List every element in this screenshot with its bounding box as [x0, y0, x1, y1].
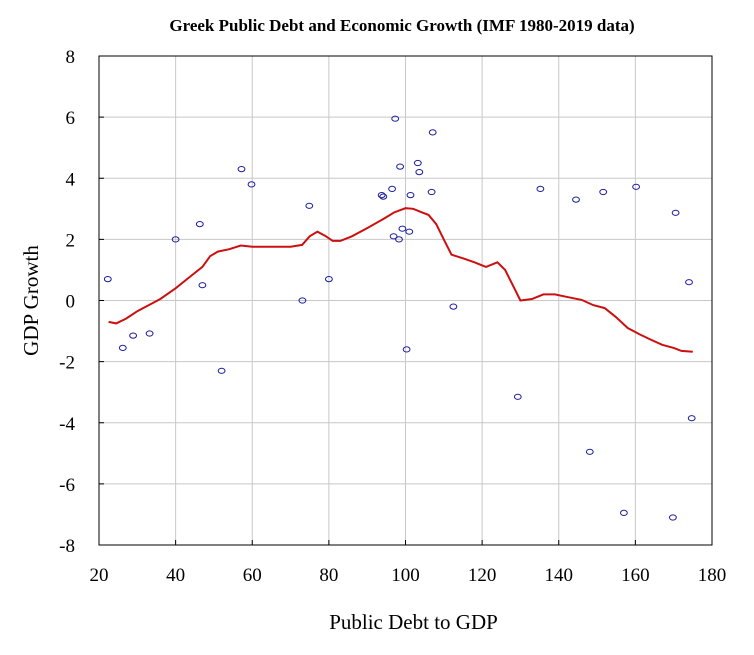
data-point — [572, 196, 580, 203]
x-tick-label: 180 — [698, 565, 727, 586]
data-point — [379, 193, 388, 200]
y-tick-label: 4 — [66, 169, 76, 190]
data-point — [129, 332, 138, 339]
y-tick-label: 2 — [66, 230, 76, 251]
x-tick-label: 20 — [90, 565, 109, 586]
data-point — [118, 344, 127, 351]
data-point — [599, 188, 608, 196]
data-point — [449, 303, 458, 310]
data-point — [685, 279, 693, 286]
data-point — [405, 228, 414, 235]
data-point — [415, 169, 424, 176]
fit-line — [108, 207, 693, 353]
x-tick-label: 120 — [468, 565, 497, 586]
data-point — [237, 166, 246, 173]
data-point — [389, 233, 398, 240]
data-point — [325, 276, 333, 283]
data-point — [145, 330, 154, 337]
data-point — [687, 415, 696, 422]
y-tick-label: 6 — [66, 108, 76, 129]
x-tick-label: 40 — [166, 565, 185, 586]
y-tick-label: 0 — [66, 292, 76, 313]
data-point — [298, 297, 307, 304]
data-point — [585, 448, 594, 455]
data-point — [198, 282, 207, 289]
x-tick-label: 60 — [243, 565, 262, 586]
y-tick-label: -4 — [59, 414, 75, 435]
y-tick-label: -2 — [59, 353, 75, 374]
data-point — [377, 192, 386, 199]
data-point — [669, 514, 677, 521]
data-point — [391, 115, 400, 122]
data-point — [536, 185, 545, 192]
data-point — [195, 221, 204, 228]
x-tick-label: 160 — [621, 565, 650, 586]
data-point — [217, 367, 226, 374]
grid — [98, 55, 713, 546]
y-tick-label: -8 — [59, 536, 75, 557]
y-tick-label: 8 — [66, 47, 76, 68]
data-point — [513, 393, 522, 400]
data-point — [413, 159, 422, 167]
data-point — [428, 129, 437, 136]
x-tick-label: 80 — [319, 565, 338, 586]
data-point — [671, 209, 680, 216]
data-point — [388, 185, 397, 192]
data-point — [632, 183, 640, 190]
y-axis-label: GDP Growth — [19, 245, 43, 356]
data-point — [247, 181, 256, 188]
data-point — [620, 509, 628, 517]
data-point — [398, 225, 407, 232]
data-point — [103, 276, 112, 283]
chart-title: Greek Public Debt and Economic Growth (I… — [169, 16, 634, 35]
data-point — [427, 188, 436, 196]
x-tick-label: 100 — [391, 565, 420, 586]
data-point — [402, 346, 411, 353]
data-point — [396, 163, 405, 170]
data-point — [406, 192, 415, 199]
x-axis-label: Public Debt to GDP — [329, 610, 498, 634]
x-tick-label: 140 — [545, 565, 574, 586]
data-point — [171, 236, 180, 243]
data-point — [395, 236, 403, 243]
ticks — [98, 55, 713, 546]
data-points — [103, 115, 696, 521]
data-point — [305, 202, 314, 209]
y-tick-label: -6 — [59, 475, 75, 496]
